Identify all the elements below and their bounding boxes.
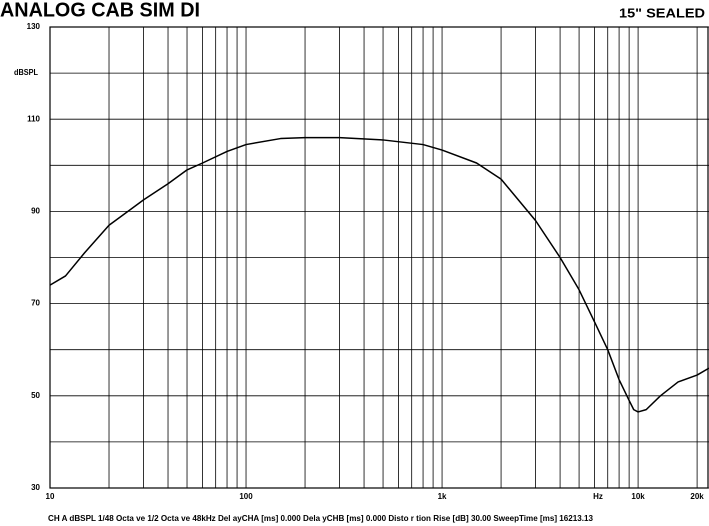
x-tick-label: 10 [46, 492, 55, 501]
x-axis-label: Hz [593, 492, 603, 501]
y-tick-label: 130 [27, 22, 41, 31]
y-tick-label: 110 [27, 114, 40, 123]
y-tick-label: 50 [31, 391, 40, 400]
y-tick-label: 70 [31, 299, 40, 308]
x-tick-label: 10k [631, 492, 645, 501]
chart-subtitle: 15" SEALED [619, 5, 705, 20]
y-axis-label: dBSPL [14, 68, 38, 77]
frequency-response-line [49, 136, 709, 413]
y-tick-label: 90 [31, 207, 40, 216]
x-tick-label: 100 [239, 492, 253, 501]
chart-title: ANALOG CAB SIM DI [0, 0, 200, 21]
plot-frame [49, 26, 709, 489]
footer: CH A dBSPL 1/48 Octa ve 1/2 Octa ve 48kH… [48, 514, 594, 523]
x-tick-label: 20k [690, 492, 704, 501]
x-tick-label: 1k [438, 492, 447, 501]
y-tick-label: 30 [31, 483, 40, 492]
